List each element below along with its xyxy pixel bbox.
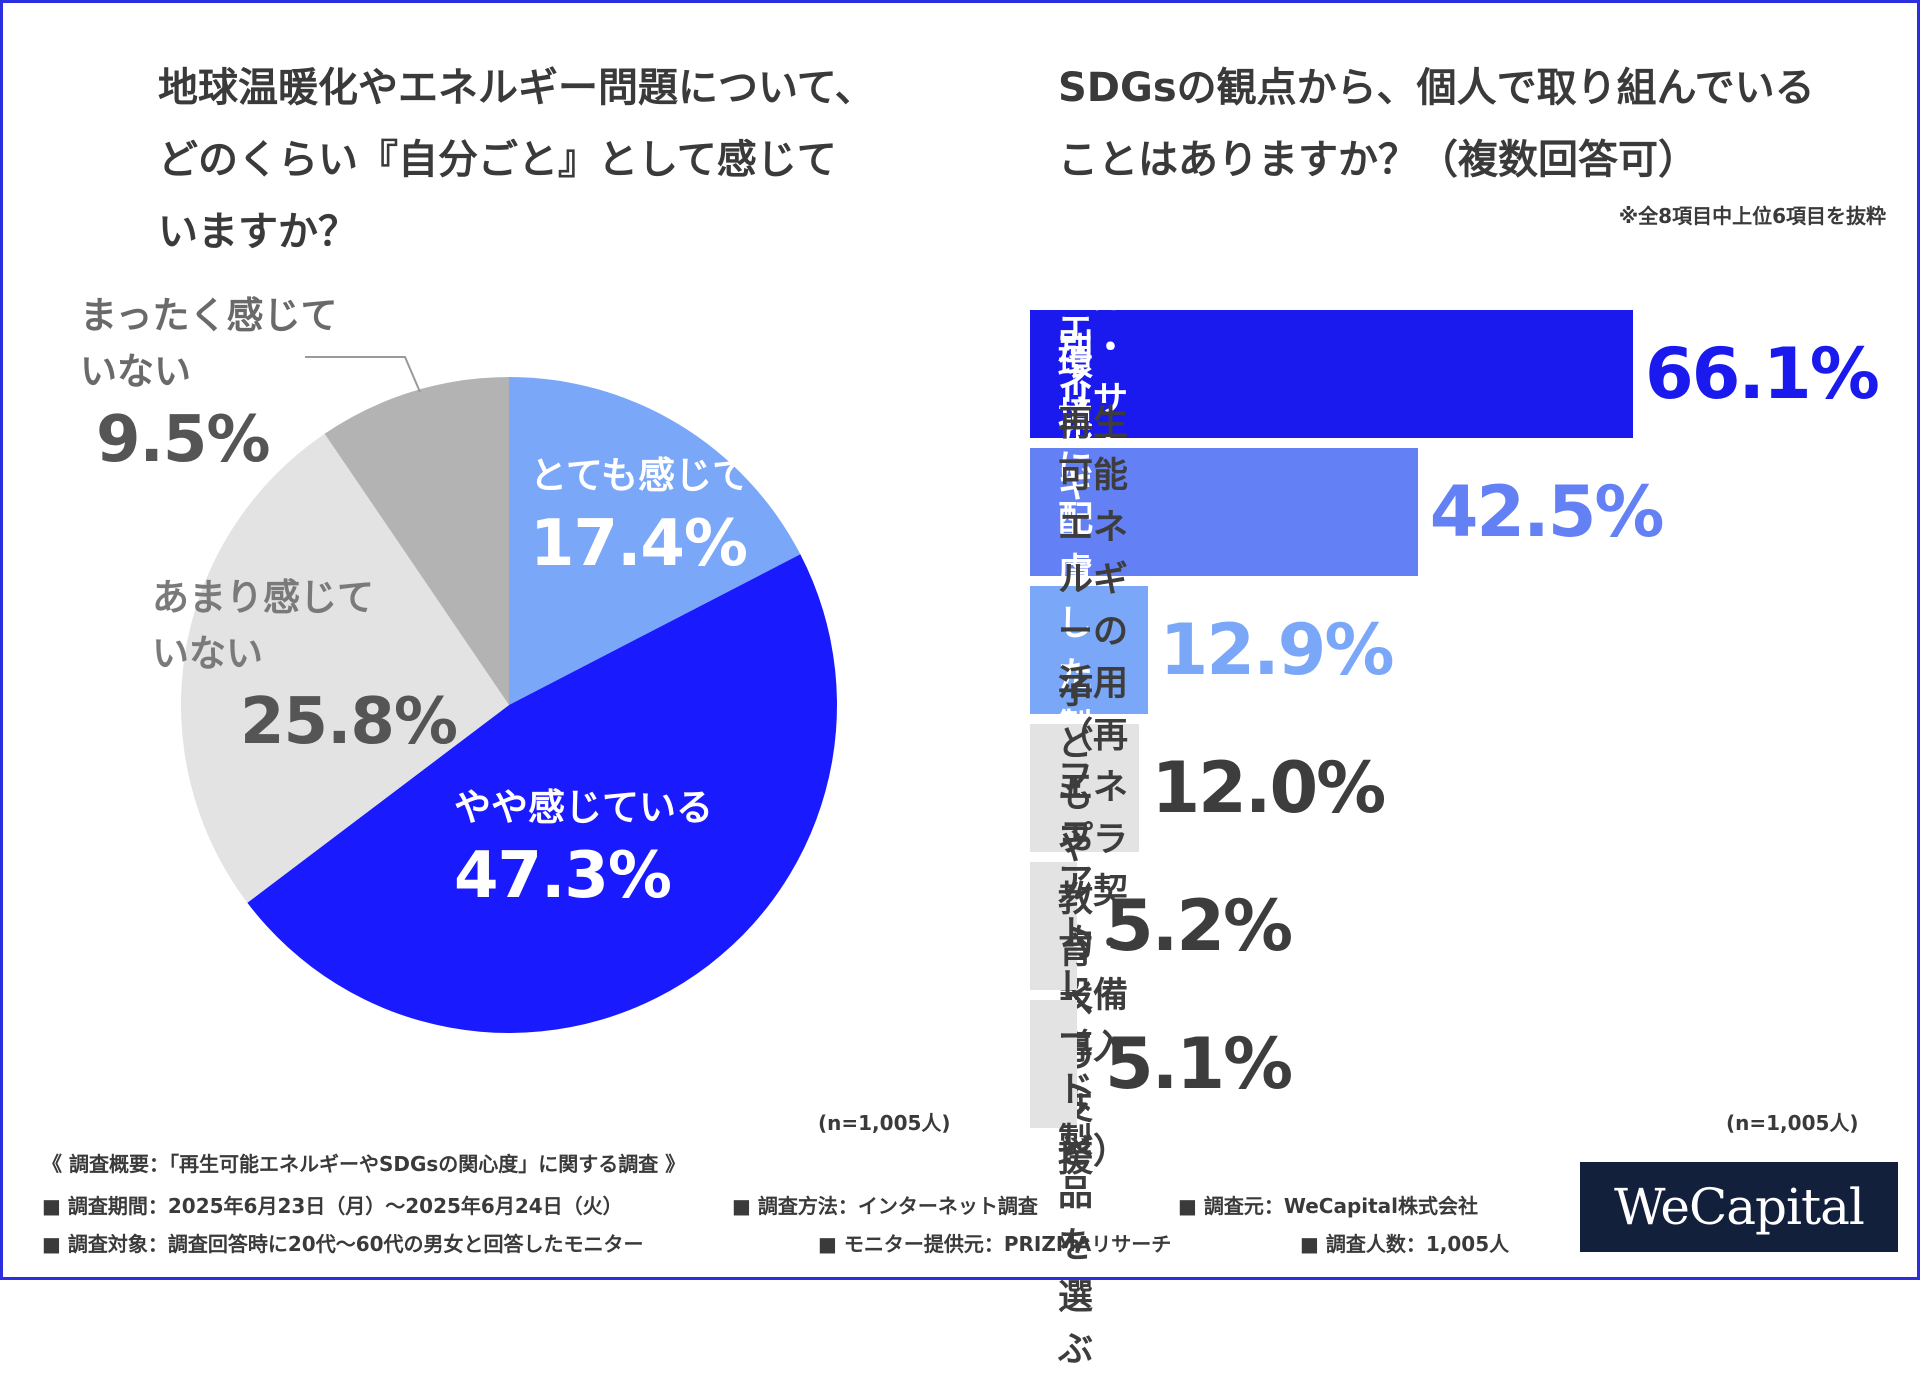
pie-slice-0	[509, 377, 801, 705]
pie-slice-value-2: 25.8%	[240, 685, 458, 759]
bar-value-0: 66.1%	[1645, 333, 1880, 415]
pie-slice-label-2: あまり感じて いない 25.8%	[152, 570, 458, 762]
bar-3	[1030, 724, 1140, 852]
bar-0	[1030, 310, 1633, 438]
pie-slice-category-3: まったく感じて いない	[80, 294, 338, 393]
bar-value-2: 12.9%	[1159, 609, 1395, 691]
pie-slice-value-3: 9.5%	[96, 403, 270, 477]
footer-org: ■ 調査元：WeCapital株式会社	[1178, 1194, 1479, 1218]
footer-period: ■ 調査期間：2025年6月23日（月）～2025年6月24日（火）	[42, 1194, 623, 1218]
bar-2	[1030, 586, 1148, 714]
pie-slice-1	[247, 554, 837, 1033]
bar-value-4: 5.2%	[1105, 885, 1293, 967]
footer-provider: ■ モニター提供元：PRIZMAリサーチ	[818, 1232, 1172, 1256]
pie-slice-value-1: 47.3%	[454, 839, 672, 913]
bar-sample-size: (n=1,005人)	[1726, 1111, 1859, 1135]
bar-5	[1030, 1000, 1077, 1128]
bar-4	[1030, 862, 1078, 990]
pie-slice-value-0: 17.4%	[530, 507, 748, 581]
footer-target: ■ 調査対象：調査回答時に20代～60代の男女と回答したモニター	[42, 1232, 644, 1256]
pie-sample-size: (n=1,005人)	[818, 1111, 951, 1135]
bar-question-title: SDGsの観点から、個人で取り組んでいる ことはありますか？（複数回答可）	[1058, 65, 1815, 183]
bar-value-1: 42.5%	[1429, 471, 1665, 553]
pie-slice-label-0: とても感じている 17.4%	[530, 448, 823, 584]
bar-value-5: 5.1%	[1105, 1023, 1293, 1105]
bar-value-3: 12.0%	[1151, 747, 1386, 829]
bar-subset-note: ※全8項目中上位6項目を抜粋	[1618, 204, 1886, 228]
pie-slice-label-1: やや感じている 47.3%	[454, 780, 713, 916]
pie-leader-line	[305, 356, 421, 393]
pie-slice-3	[324, 377, 509, 705]
pie-chart	[181, 356, 837, 1033]
pie-slice-label-3: まったく感じて いない 9.5%	[80, 288, 338, 480]
footer-method: ■ 調査方法：インターネット調査	[732, 1194, 1038, 1218]
bar-label-5: フェアトレード製品を 選ぶ	[1058, 758, 1094, 1370]
pie-slice-category-0: とても感じている	[530, 454, 824, 497]
footer-count: ■ 調査人数：1,005人	[1300, 1232, 1510, 1256]
wecapital-logo: WeCapital	[1580, 1162, 1898, 1252]
footer-heading: 《 調査概要：「再生可能エネルギーやSDGsの関心度」に関する調査 》	[42, 1152, 686, 1176]
pie-slice-category-1: やや感じている	[454, 786, 713, 829]
frame-border	[0, 0, 1920, 1280]
pie-question-title: 地球温暖化やエネルギー問題について、 どのくらい『自分ごと』として感じて います…	[158, 65, 875, 255]
bar-1	[1030, 448, 1418, 576]
pie-slice-2	[181, 433, 509, 903]
pie-slice-category-2: あまり感じて いない	[152, 576, 374, 675]
